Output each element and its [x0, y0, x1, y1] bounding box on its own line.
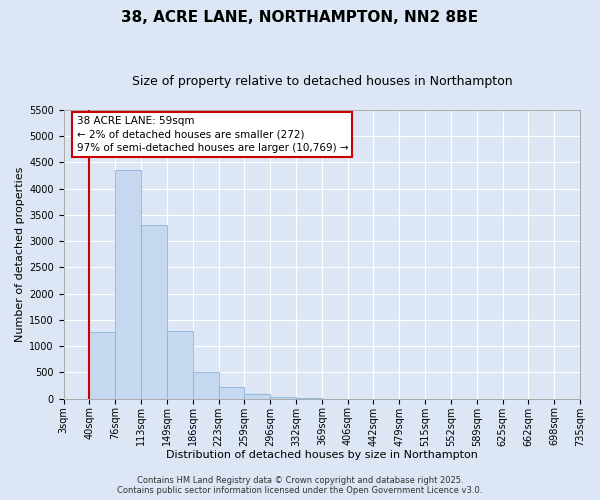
Bar [115, 170, 141, 398]
Bar [167, 331, 193, 398]
Bar [141, 225, 167, 398]
Bar [89, 332, 115, 398]
Bar [218, 386, 244, 398]
Text: 38, ACRE LANE, NORTHAMPTON, NN2 8BE: 38, ACRE LANE, NORTHAMPTON, NN2 8BE [121, 10, 479, 25]
Bar [193, 372, 218, 398]
Bar [270, 396, 296, 398]
Y-axis label: Number of detached properties: Number of detached properties [15, 166, 25, 342]
Text: 38 ACRE LANE: 59sqm
← 2% of detached houses are smaller (272)
97% of semi-detach: 38 ACRE LANE: 59sqm ← 2% of detached hou… [77, 116, 348, 152]
X-axis label: Distribution of detached houses by size in Northampton: Distribution of detached houses by size … [166, 450, 478, 460]
Title: Size of property relative to detached houses in Northampton: Size of property relative to detached ho… [131, 75, 512, 88]
Bar [244, 394, 270, 398]
Text: Contains HM Land Registry data © Crown copyright and database right 2025.
Contai: Contains HM Land Registry data © Crown c… [118, 476, 482, 495]
